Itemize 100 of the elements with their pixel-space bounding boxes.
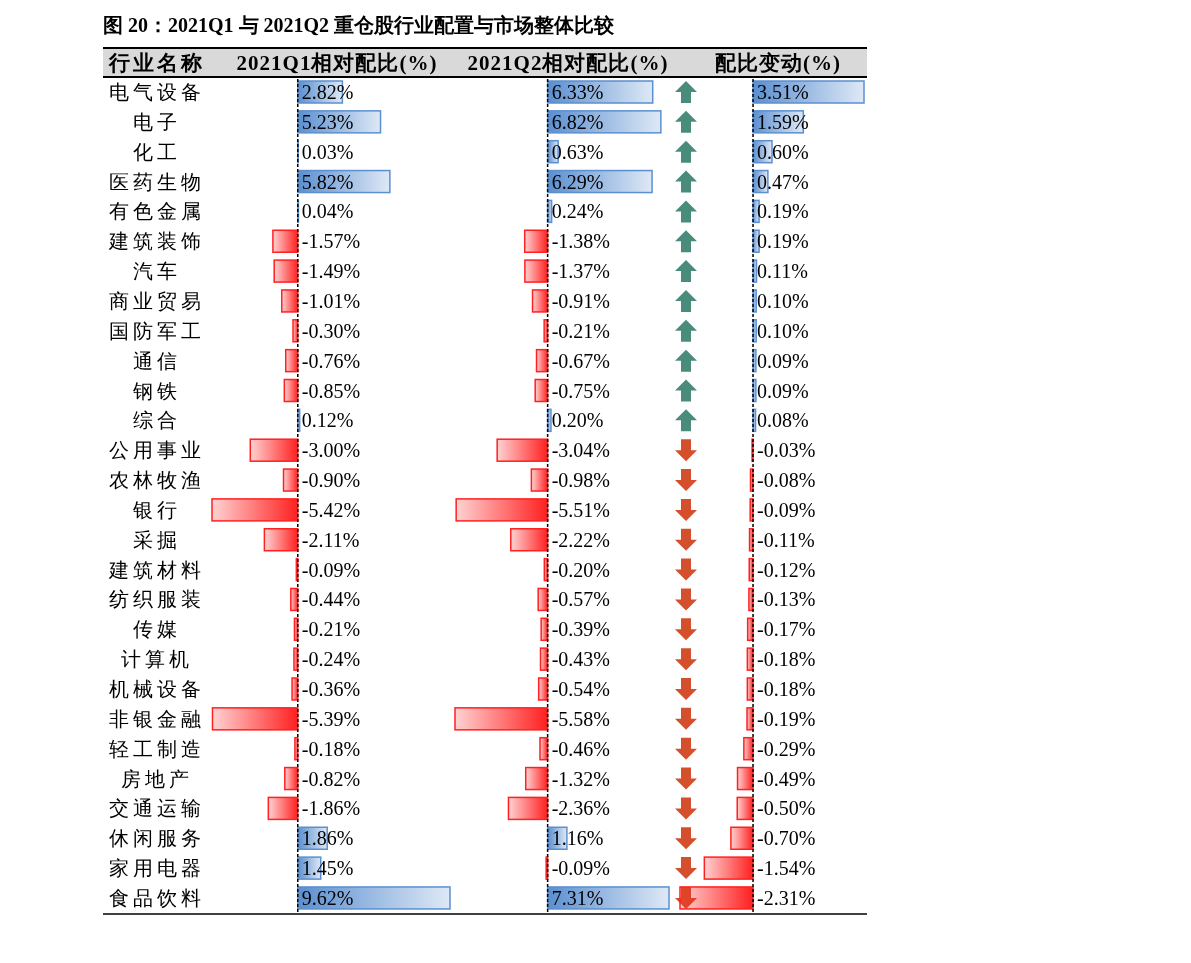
data-label: -0.19%: [757, 707, 816, 730]
y-tick-label: 商业贸易: [109, 289, 205, 312]
y-tick-label: 综合: [133, 409, 181, 432]
data-label: 0.04%: [301, 200, 354, 223]
data-label: -3.04%: [551, 439, 610, 462]
data-label: -0.12%: [757, 558, 816, 581]
y-tick-label: 家用电器: [109, 857, 205, 880]
data-label: -0.29%: [757, 737, 816, 760]
data-label: -1.01%: [301, 289, 361, 312]
y-tick-label: 国防军工: [109, 319, 205, 342]
data-label: 0.60%: [757, 140, 809, 163]
y-tick-label: 采掘: [133, 528, 181, 551]
data-label: -0.57%: [551, 588, 610, 611]
data-label: -5.51%: [551, 498, 610, 521]
chart-title: 图 20：2021Q1 与 2021Q2 重仓股行业配置与市场整体比较: [103, 14, 616, 36]
data-label: -0.21%: [301, 618, 361, 641]
data-label: -0.18%: [301, 737, 361, 760]
data-label: -2.36%: [551, 797, 610, 820]
data-label: 0.19%: [757, 230, 809, 253]
data-label: -5.58%: [551, 707, 610, 730]
data-label: -0.09%: [551, 857, 610, 880]
data-label: -1.38%: [551, 230, 610, 253]
y-tick-label: 通信: [133, 349, 181, 372]
data-label: -0.76%: [301, 349, 361, 372]
data-label: -2.31%: [757, 886, 816, 909]
data-label: -0.44%: [301, 588, 361, 611]
x-axis-title: 配比变动(%): [715, 51, 841, 75]
data-label: 5.23%: [301, 110, 354, 133]
y-tick-label: 电气设备: [109, 81, 205, 103]
data-label: -0.09%: [301, 558, 361, 581]
y-tick-label: 化工: [133, 140, 181, 163]
y-tick-label: 食品饮料: [109, 886, 205, 909]
data-label: 0.08%: [757, 409, 809, 432]
data-label: -0.17%: [757, 618, 816, 641]
data-label: -0.20%: [551, 558, 610, 581]
data-label: 3.51%: [757, 81, 809, 103]
y-tick-label: 汽车: [133, 260, 181, 283]
data-label: -5.39%: [301, 707, 361, 730]
data-label: -0.03%: [757, 439, 816, 462]
data-label: -0.91%: [551, 289, 610, 312]
data-label: 0.10%: [757, 289, 809, 312]
data-label: -1.86%: [301, 797, 361, 820]
data-label: 1.59%: [757, 110, 809, 133]
data-label: 0.09%: [757, 379, 809, 402]
data-label: -0.08%: [757, 469, 816, 492]
y-tick-label: 建筑材料: [108, 558, 205, 581]
data-label: 0.12%: [301, 409, 354, 432]
y-tick-label: 农林牧渔: [109, 469, 205, 492]
y-tick-label: 纺织服装: [109, 588, 205, 611]
data-label: 0.11%: [757, 260, 808, 283]
data-label: -0.18%: [757, 648, 816, 671]
data-label: -0.70%: [757, 827, 816, 850]
data-label: 2.82%: [301, 81, 354, 103]
data-label: -2.22%: [551, 528, 610, 551]
data-label: -0.24%: [301, 648, 361, 671]
y-tick-label: 传媒: [133, 618, 181, 641]
y-tick-label: 房地产: [121, 767, 193, 790]
y-tick-label: 轻工制造: [109, 737, 205, 760]
data-label: -0.36%: [301, 678, 361, 700]
data-label: -0.82%: [301, 767, 361, 790]
data-label: 6.82%: [551, 110, 604, 133]
data-label: -0.21%: [551, 319, 610, 342]
data-label: 6.33%: [551, 81, 604, 103]
y-tick-label: 非银金融: [109, 707, 205, 730]
data-label: -0.09%: [757, 498, 816, 521]
data-label: -0.13%: [757, 588, 816, 611]
data-label: 7.31%: [551, 886, 604, 909]
data-label: -1.57%: [301, 230, 361, 253]
data-label: -0.75%: [551, 379, 610, 402]
data-label: -0.54%: [551, 678, 610, 700]
data-label: 0.10%: [757, 319, 809, 342]
data-label: -5.42%: [301, 498, 361, 521]
y-tick-label: 银行: [132, 498, 181, 521]
data-label: -0.50%: [757, 797, 816, 820]
data-label: 0.03%: [301, 140, 354, 163]
y-tick-label: 钢铁: [132, 379, 181, 402]
data-label: 6.29%: [551, 170, 604, 193]
y-tick-label: 交通运输: [109, 797, 205, 820]
x-axis-title: 2021Q1相对配比(%): [236, 51, 438, 75]
data-label: -0.46%: [551, 737, 610, 760]
y-tick-label: 机械设备: [109, 678, 205, 700]
data-label: -1.49%: [301, 260, 361, 283]
data-label: -0.67%: [551, 349, 610, 372]
data-label: 0.24%: [551, 200, 604, 223]
y-tick-label: 电子: [133, 110, 181, 133]
y-tick-label: 医药生物: [109, 170, 205, 193]
data-label: -1.32%: [551, 767, 610, 790]
data-label: -0.98%: [551, 469, 610, 492]
data-label: -0.11%: [757, 528, 815, 551]
data-label: 0.19%: [757, 200, 809, 223]
y-tick-label: 计算机: [121, 648, 193, 671]
data-label: 9.62%: [301, 886, 354, 909]
data-label: -0.90%: [301, 469, 361, 492]
data-label: -0.39%: [551, 618, 610, 641]
y-tick-label: 有色金属: [109, 200, 205, 223]
data-label: 1.86%: [301, 827, 354, 850]
data-label: -3.00%: [301, 439, 361, 462]
data-label: 5.82%: [301, 170, 354, 193]
data-label: -1.54%: [757, 857, 816, 880]
y-axis-title: 行业名称: [108, 51, 205, 75]
